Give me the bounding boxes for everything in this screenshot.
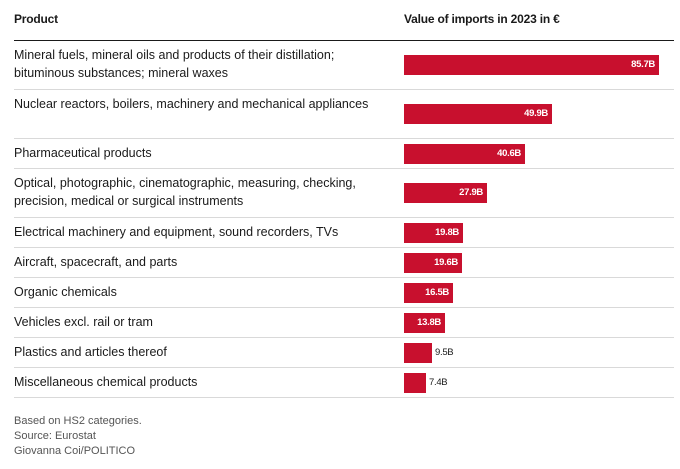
table-row: Electrical machinery and equipment, soun…: [14, 218, 674, 248]
product-label: Mineral fuels, mineral oils and products…: [14, 48, 335, 80]
table-row: Aircraft, spacecraft, and parts 19.6B: [14, 248, 674, 278]
table-row: Plastics and articles thereof 9.5B: [14, 338, 674, 368]
bar-table: Product Value of imports in 2023 in € Mi…: [14, 0, 674, 398]
value-label: 7.4B: [429, 377, 448, 388]
value-column-header: Value of imports in 2023 in €: [404, 12, 560, 26]
value-label: 16.5B: [425, 287, 449, 298]
table-row: Nuclear reactors, boilers, machinery and…: [14, 90, 674, 139]
bar: [404, 343, 432, 363]
value-label: 9.5B: [435, 347, 454, 358]
bar: [404, 183, 487, 203]
value-label: 40.6B: [497, 148, 521, 159]
note-credit: Giovanna Coi/POLITICO: [14, 445, 136, 457]
table-row: Miscellaneous chemical products 7.4B: [14, 368, 674, 398]
bar: [404, 283, 453, 303]
product-label: Nuclear reactors, boilers, machinery and…: [14, 97, 369, 111]
product-label: Aircraft, spacecraft, and parts: [14, 255, 178, 269]
value-label: 49.9B: [524, 108, 548, 119]
note-categories: Based on HS2 categories.: [14, 415, 142, 427]
product-label: Organic chemicals: [14, 285, 117, 299]
product-label: Vehicles excl. rail or tram: [14, 315, 153, 329]
product-label: Electrical machinery and equipment, soun…: [14, 225, 339, 239]
table-rows: Mineral fuels, mineral oils and products…: [14, 41, 674, 398]
product-label: Miscellaneous chemical products: [14, 375, 198, 389]
table-header: Product Value of imports in 2023 in €: [14, 0, 674, 41]
product-column-header: Product: [14, 12, 58, 26]
table-row: Organic chemicals 16.5B: [14, 278, 674, 308]
bar: [404, 253, 462, 273]
bar: [404, 373, 426, 393]
value-label: 13.8B: [417, 317, 441, 328]
value-label: 27.9B: [459, 187, 483, 198]
table-row: Vehicles excl. rail or tram 13.8B: [14, 308, 674, 338]
product-label: Plastics and articles thereof: [14, 345, 167, 359]
table-row: Optical, photographic, cinematographic, …: [14, 169, 674, 218]
bar: [404, 223, 463, 243]
value-label: 19.8B: [435, 227, 459, 238]
product-label: Pharmaceutical products: [14, 146, 152, 160]
product-label: Optical, photographic, cinematographic, …: [14, 176, 356, 208]
value-label: 85.7B: [631, 59, 655, 70]
value-label: 19.6B: [434, 257, 458, 268]
note-source: Source: Eurostat: [14, 430, 96, 442]
bar: [404, 144, 525, 164]
bar: [404, 55, 659, 75]
bar: [404, 104, 552, 124]
table-row: Pharmaceutical products 40.6B: [14, 139, 674, 169]
table-row: Mineral fuels, mineral oils and products…: [14, 41, 674, 90]
bar: [404, 313, 445, 333]
footnotes: Based on HS2 categories. Source: Eurosta…: [14, 414, 142, 459]
